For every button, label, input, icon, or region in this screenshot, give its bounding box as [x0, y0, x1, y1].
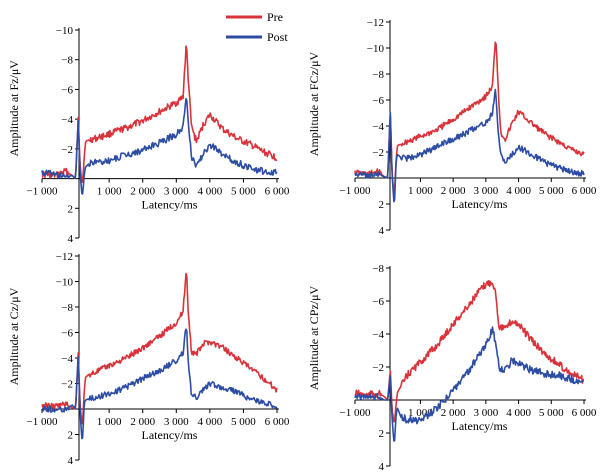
x-axis-title: Latency/ms	[142, 198, 198, 212]
y-tick-label: −8	[372, 263, 384, 275]
panel-fcz: −1 000 1 000 2 000 3 000 4 000 5 000 6 000 −12 −…	[307, 17, 597, 237]
x-tick-label: 3 000	[473, 185, 498, 197]
x-tick-label: 1 000	[97, 186, 122, 198]
series-line-post	[41, 328, 278, 440]
series-line-pre	[41, 272, 278, 425]
panel-fz: −1 000 1 000 2 000 3 000 4 000 5 000 6 000 −10 −…	[7, 25, 290, 245]
x-tick-label: 6 000	[265, 416, 290, 428]
y-tick-label: −10	[56, 25, 74, 37]
x-tick-label: 2 000	[130, 416, 155, 428]
x-tick-label: 4 000	[506, 407, 531, 419]
y-tick-label: −6	[61, 328, 73, 340]
x-tick-label: −1 000	[340, 185, 371, 197]
x-tick-label: 4 000	[197, 416, 222, 428]
y-tick-label: −10	[367, 43, 385, 55]
x-tick-label: 1 000	[97, 416, 122, 428]
series-line-post	[41, 97, 278, 195]
x-tick-label: −1 000	[27, 186, 58, 198]
x-tick-label: 1 000	[408, 185, 433, 197]
y-tick-label: −10	[56, 277, 74, 289]
y-tick-label: −2	[372, 147, 384, 159]
y-tick-label: 2	[68, 430, 74, 442]
y-tick-label: 2	[379, 199, 385, 211]
series-line-pre	[41, 45, 278, 184]
y-tick-label: −2	[61, 379, 73, 391]
y-tick-label: −4	[61, 114, 73, 126]
x-tick-label: 6 000	[265, 186, 290, 198]
x-axis-title: Latency/ms	[452, 419, 508, 433]
legend-label-post: Post	[267, 30, 288, 44]
x-tick-label: 5 000	[231, 416, 256, 428]
legend: Pre Post	[226, 10, 288, 44]
y-tick-label: 4	[379, 461, 385, 473]
x-tick-label: 3 000	[473, 407, 498, 419]
x-tick-label: 5 000	[539, 185, 564, 197]
x-tick-label: 6 000	[572, 407, 597, 419]
x-tick-label: 4 000	[506, 185, 531, 197]
y-tick-label: 4	[379, 225, 385, 237]
y-tick-label: −2	[372, 362, 384, 374]
x-axis-title: Latency/ms	[142, 428, 198, 442]
y-axis-title: Amplitude at FCz/μV	[307, 51, 321, 156]
y-tick-label: −4	[61, 353, 73, 365]
x-tick-label: 5 000	[231, 186, 256, 198]
x-tick-label: 2 000	[130, 186, 155, 198]
x-tick-label: 5 000	[539, 407, 564, 419]
y-tick-label: −2	[61, 144, 73, 156]
y-tick-label: −6	[372, 296, 384, 308]
x-tick-label: 6 000	[572, 185, 597, 197]
y-tick-label: −12	[367, 17, 384, 29]
x-tick-label: 2 000	[441, 407, 466, 419]
y-tick-label: −6	[61, 84, 73, 96]
y-tick-label: −6	[372, 95, 384, 107]
y-tick-label: −4	[372, 121, 384, 133]
panel-cpz: −1 000 1 000 2 000 3 000 4 000 5 000 6 000−8−6…	[307, 263, 597, 473]
series-line-post	[354, 88, 585, 203]
y-axis-title: Amplitude at Cz/μV	[7, 287, 21, 385]
x-tick-label: 3 000	[164, 416, 189, 428]
y-tick-label: 4	[68, 233, 74, 245]
x-axis-title: Latency/ms	[452, 197, 508, 211]
x-tick-label: −1 000	[340, 407, 371, 419]
x-tick-label: 4 000	[197, 186, 222, 198]
y-axis-title: Amplitude at Fz/μV	[7, 60, 21, 157]
series-line-post	[354, 326, 585, 442]
series-line-pre	[354, 279, 584, 423]
y-tick-label: −4	[372, 329, 384, 341]
y-tick-label: −8	[61, 302, 73, 314]
y-tick-label: 4	[68, 455, 74, 467]
y-axis-title: Amplitude at CPz/μV	[307, 285, 321, 390]
panel-cz: −1 000 1 000 2 000 3 000 4 000 5 000 6 000 −12 −…	[7, 251, 290, 467]
y-tick-label: −8	[372, 69, 384, 81]
y-tick-label: −12	[56, 251, 73, 263]
y-tick-label: 2	[68, 203, 74, 215]
x-tick-label: 3 000	[164, 186, 189, 198]
panels: −1 000 1 000 2 000 3 000 4 000 5 000 6 000−10−…	[7, 17, 597, 473]
legend-label-pre: Pre	[267, 10, 283, 24]
y-tick-label: −8	[61, 55, 73, 67]
x-tick-label: 2 000	[441, 185, 466, 197]
y-tick-label: 2	[379, 428, 385, 440]
x-tick-label: −1 000	[27, 416, 58, 428]
